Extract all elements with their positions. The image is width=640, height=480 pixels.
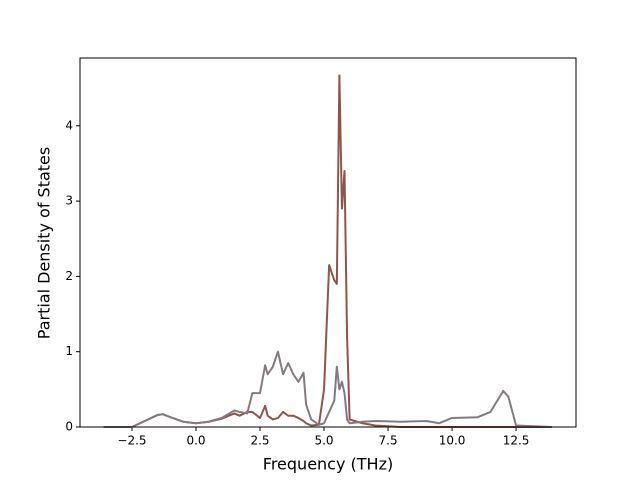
series-line [103,350,552,428]
x-tick-label: 10.0 [439,434,466,448]
x-tick-label: −2.5 [117,434,146,448]
x-tick-label: 5.0 [314,434,333,448]
y-tick-label: 1 [65,344,73,358]
x-axis-label: Frequency (THz) [263,455,393,474]
y-tick-label: 0 [65,420,73,434]
x-tick-label: 2.5 [250,434,269,448]
x-tick-label: 7.5 [379,434,398,448]
y-tick-label: 4 [65,118,73,132]
y-tick-label: 3 [65,194,73,208]
plot-frame [79,57,577,428]
y-axis-label: Partial Density of States [35,147,54,339]
series-line [103,74,552,428]
x-tick-label: 12.5 [503,434,530,448]
y-tick-label: 2 [65,269,73,283]
x-tick-label: 0.0 [186,434,205,448]
